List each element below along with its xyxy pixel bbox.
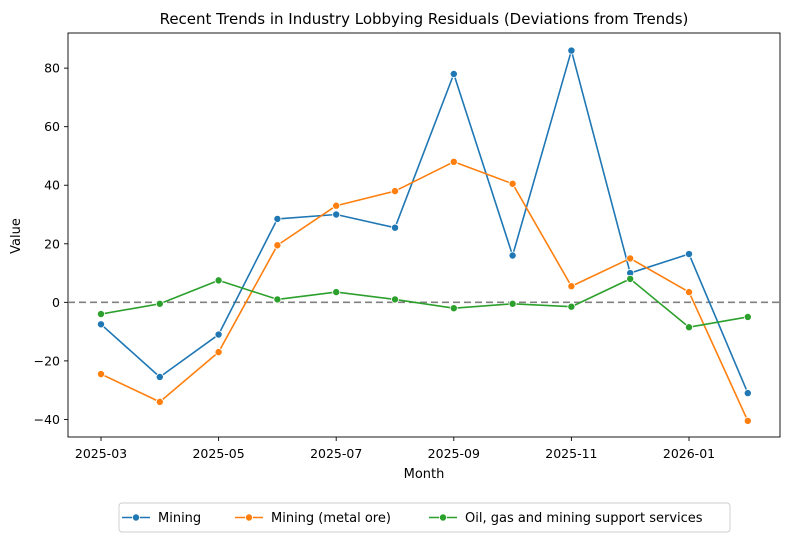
data-point <box>214 348 223 357</box>
data-point <box>508 299 517 308</box>
data-point <box>332 210 341 219</box>
data-point <box>567 302 576 311</box>
x-tick-label: 2025-09 <box>428 446 480 461</box>
data-point <box>508 251 517 260</box>
legend-label: Mining <box>158 511 201 526</box>
legend-label: Mining (metal ore) <box>271 511 391 526</box>
legend-swatch-marker <box>244 513 253 522</box>
x-tick-label: 2025-05 <box>192 446 244 461</box>
data-point <box>155 372 164 381</box>
y-tick-label: −20 <box>34 353 60 368</box>
x-tick-label: 2025-03 <box>75 446 127 461</box>
data-point <box>743 312 752 321</box>
y-tick-label: 80 <box>44 61 60 76</box>
data-point <box>214 276 223 285</box>
data-point <box>743 389 752 398</box>
data-point <box>685 323 694 332</box>
data-point <box>390 223 399 232</box>
data-point <box>155 397 164 406</box>
chart-title: Recent Trends in Industry Lobbying Resid… <box>160 10 689 28</box>
data-point <box>508 179 517 188</box>
data-point <box>567 282 576 291</box>
y-tick-label: 0 <box>52 295 60 310</box>
data-point <box>743 416 752 425</box>
data-point <box>626 254 635 263</box>
data-point <box>273 241 282 250</box>
data-point <box>626 274 635 283</box>
plot-area: −40 −20 0 20 40 60 80 2025-03 2025-05 2025-07 2025… <box>34 32 781 461</box>
legend-swatch-marker <box>438 513 447 522</box>
data-point <box>273 214 282 223</box>
data-point <box>155 299 164 308</box>
y-tick-label: 20 <box>44 236 60 251</box>
data-point <box>332 201 341 210</box>
plot-frame <box>67 32 781 438</box>
y-axis-label: Value <box>9 218 24 254</box>
data-point <box>449 157 458 166</box>
y-tick-label: 60 <box>44 119 60 134</box>
legend: Mining Mining (metal ore) Oil, gas and min… <box>118 502 731 533</box>
data-point <box>449 304 458 313</box>
data-point <box>567 46 576 55</box>
data-point <box>97 310 106 319</box>
data-point <box>273 295 282 304</box>
series-line-2 <box>100 161 749 422</box>
series-line-1 <box>100 49 749 394</box>
data-point <box>332 288 341 297</box>
data-point <box>390 187 399 196</box>
series-line-3 <box>100 278 748 329</box>
x-tick-label: 2026-01 <box>663 446 715 461</box>
data-point <box>97 320 106 329</box>
x-tick-label: 2025-11 <box>545 446 597 461</box>
y-tick-label: 40 <box>44 178 60 193</box>
x-tick-label: 2025-07 <box>310 446 362 461</box>
x-axis-label: Month <box>404 467 445 482</box>
data-point <box>449 69 458 78</box>
data-point <box>685 288 694 297</box>
data-point <box>390 295 399 304</box>
data-point <box>97 370 106 379</box>
data-point <box>685 250 694 259</box>
legend-label: Oil, gas and mining support services <box>465 511 703 526</box>
y-tick-label: −40 <box>34 412 60 427</box>
legend-box <box>118 502 731 533</box>
data-point <box>214 330 223 339</box>
legend-swatch-marker <box>131 513 140 522</box>
